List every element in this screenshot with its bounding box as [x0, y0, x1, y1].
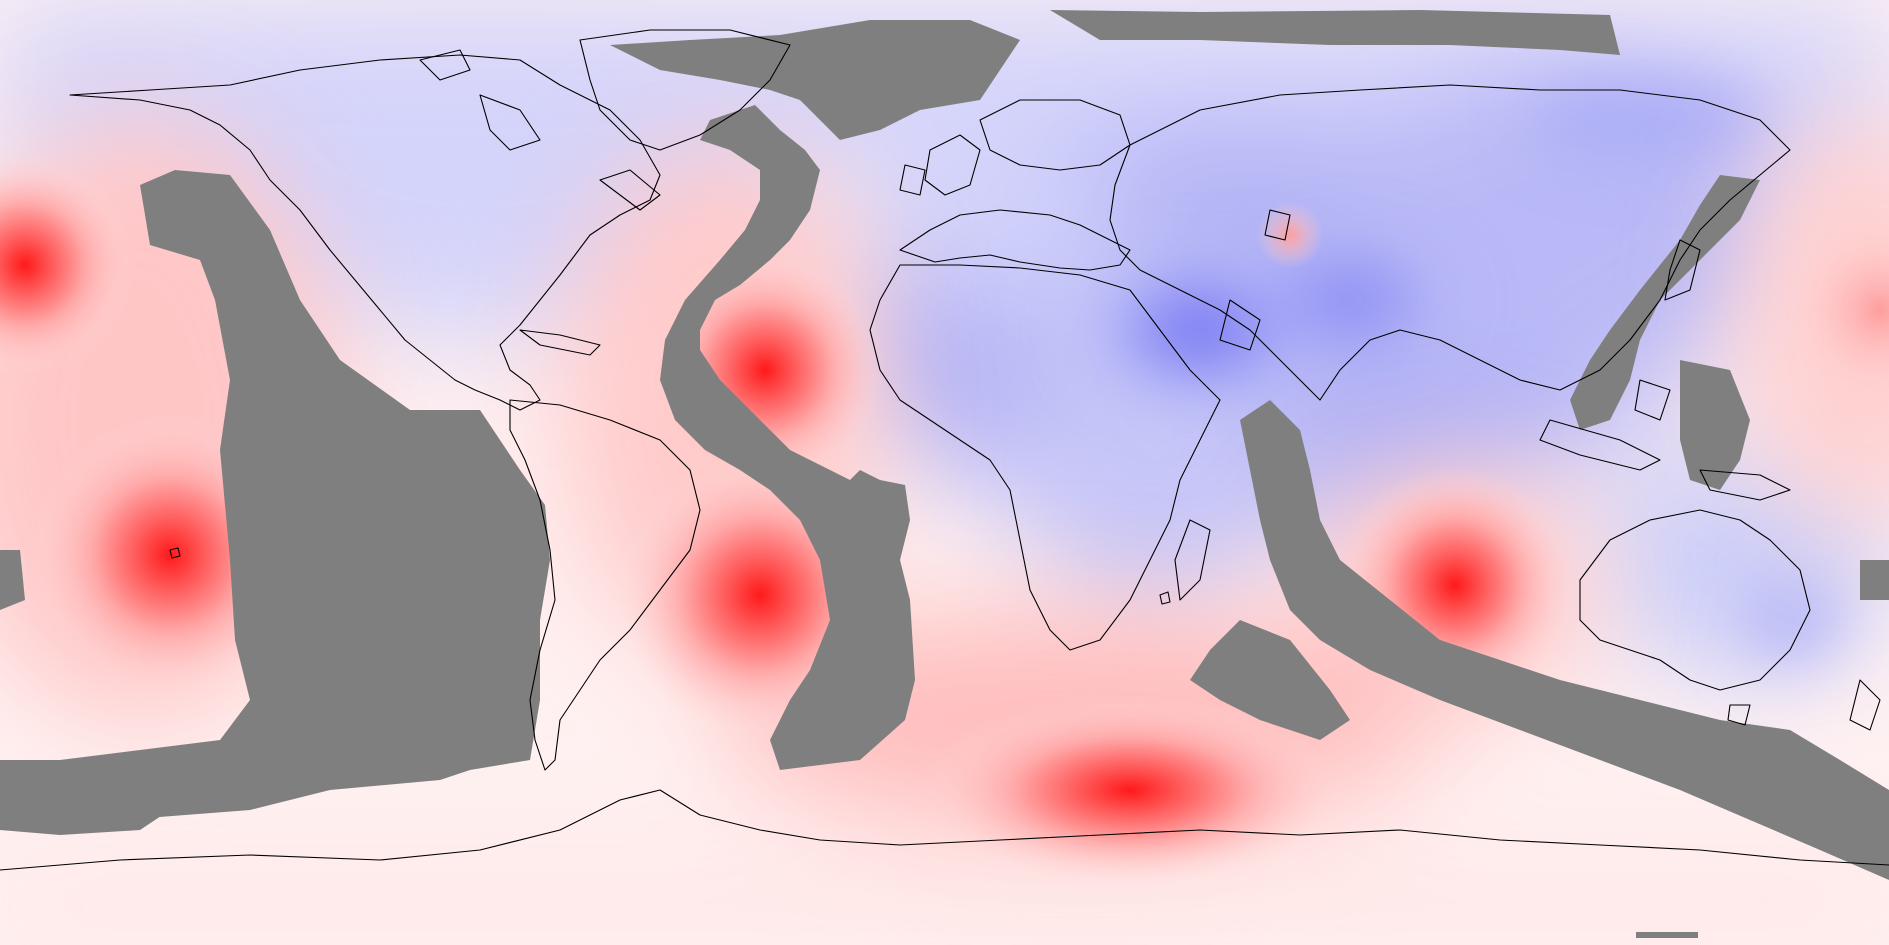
masked-regions: [0, 10, 1889, 880]
coastline-antarctica: [0, 789, 1889, 871]
coastlines: [0, 29, 1889, 871]
coastline-africa: [869, 264, 1221, 651]
coastline-australia: [1579, 509, 1811, 691]
scale-bar: [1636, 932, 1698, 938]
coastline-europe: [899, 209, 1131, 271]
coastline-north-america: [69, 54, 661, 411]
coastline-south-america: [509, 399, 701, 771]
coastline-greenland: [579, 29, 791, 151]
coastline-asia: [1109, 84, 1791, 401]
